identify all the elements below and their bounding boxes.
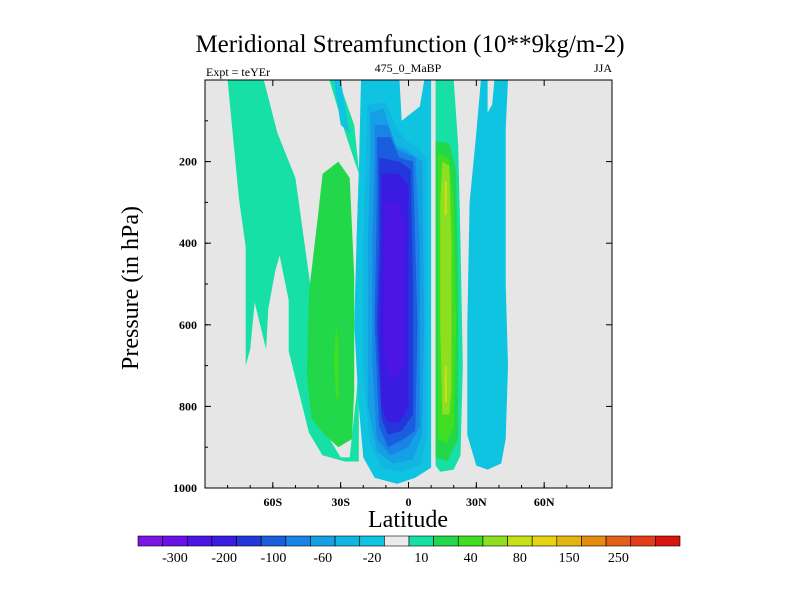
contour-northern-ferrel-cell [467, 80, 508, 470]
colorbar-swatch [260, 535, 287, 547]
colorbar-swatch [457, 535, 484, 547]
colorbar-label: -100 [261, 551, 287, 566]
colorbar-label: 150 [559, 551, 580, 566]
plot-area: 60S 30S 0 30N 60N 200 400 600 800 1000 [173, 79, 613, 509]
colorbar-swatch [334, 535, 361, 547]
colorbar-label: -200 [211, 551, 237, 566]
x-tick-label: 60N [534, 495, 555, 509]
contour-southern-cell-peak [333, 324, 339, 399]
colorbar-swatch [556, 535, 582, 547]
y-tick-label: 200 [179, 155, 197, 169]
colorbar-swatch [408, 535, 434, 547]
colorbar-label: -60 [313, 551, 332, 566]
colorbar-swatch [236, 535, 262, 547]
chart-title: Meridional Streamfunction (10**9kg/m-2) [195, 31, 624, 58]
colorbar-label: 40 [464, 551, 478, 566]
colorbar-swatch [211, 535, 237, 547]
season-label: JJA [594, 61, 612, 75]
colorbar-swatch [186, 535, 213, 547]
contour-southern-outer-cell [227, 80, 361, 462]
y-tick-label: 600 [179, 318, 197, 332]
colorbar-swatch [285, 535, 311, 547]
contour-polar-cell-strip [333, 80, 350, 133]
colorbar-swatch [507, 535, 533, 547]
colorbar: -300 -200 -100 -60 -20 10 40 80 150 250 [137, 535, 681, 566]
colorbar-swatch [384, 535, 410, 547]
x-tick-label: 0 [406, 495, 412, 509]
colorbar-swatch [137, 535, 163, 547]
experiment-label: Expt = teYEr [206, 65, 270, 79]
contour-regions [227, 80, 508, 484]
axis-ticks: 60S 30S 0 30N 60N 200 400 600 800 1000 [173, 80, 613, 509]
colorbar-label: -300 [162, 551, 188, 566]
x-tick-label: 60S [263, 495, 282, 509]
colorbar-swatch [531, 535, 558, 547]
colorbar-swatch [605, 535, 632, 547]
contour-northern-hadley-core [444, 182, 447, 403]
y-tick-label: 800 [179, 399, 197, 413]
colorbar-swatch [482, 535, 508, 547]
colorbar-swatch [359, 535, 385, 547]
colorbar-label: 10 [414, 551, 428, 566]
contour-southern-cell-core [306, 161, 355, 448]
x-axis-label: Latitude [368, 507, 448, 533]
colorbar-swatch [581, 535, 607, 547]
colorbar-label: 80 [513, 551, 527, 566]
y-tick-label: 400 [179, 236, 197, 250]
y-tick-label: 1000 [173, 481, 197, 495]
colorbar-swatch [433, 535, 459, 547]
colorbar-swatch [310, 535, 336, 547]
contour-tropical-cell-core [383, 202, 404, 378]
x-tick-label: 30S [331, 495, 350, 509]
x-tick-label: 30N [466, 495, 487, 509]
period-label: 475_0_MaBP [375, 61, 442, 75]
colorbar-label: -20 [363, 551, 382, 566]
colorbar-swatch [162, 535, 188, 547]
colorbar-swatch [630, 535, 656, 547]
y-axis-label: Pressure (in hPa) [118, 206, 144, 370]
colorbar-label: 250 [608, 551, 629, 566]
colorbar-swatch [655, 535, 681, 547]
contour-northern-hadley-ring3 [440, 161, 452, 415]
